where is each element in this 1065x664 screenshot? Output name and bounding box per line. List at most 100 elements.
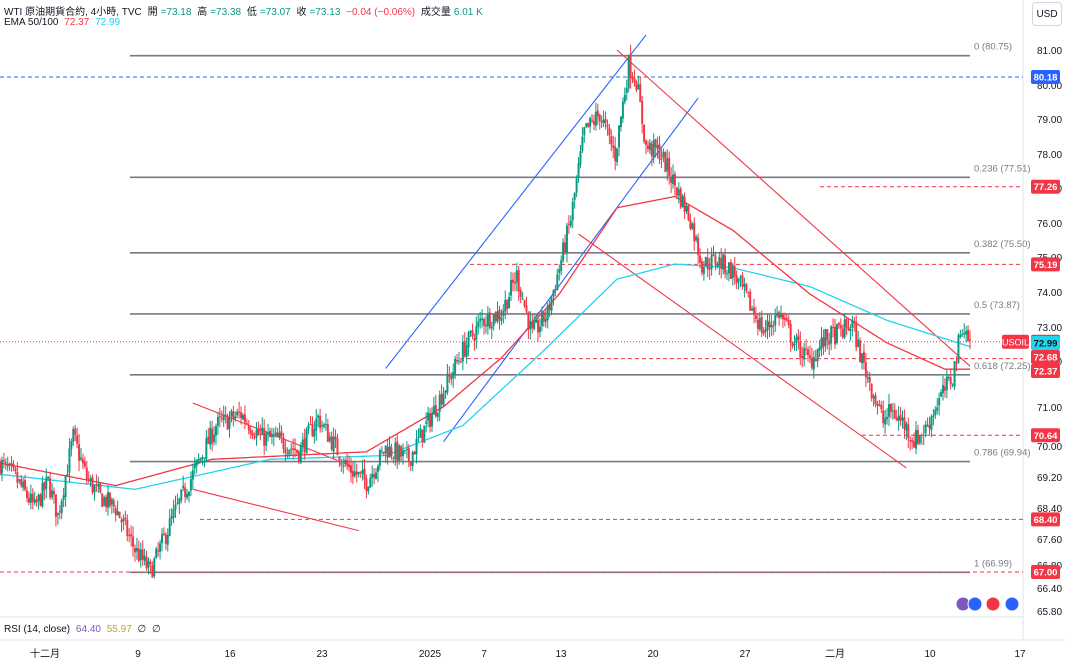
- ema100-value: 72.99: [95, 17, 121, 28]
- candle-body: [774, 315, 777, 326]
- candle-body: [828, 340, 831, 345]
- ema-legend[interactable]: EMA 50/100 72.37 72.99: [4, 17, 123, 28]
- candle-body: [469, 331, 472, 333]
- candle-body: [105, 496, 108, 508]
- candle-body: [515, 270, 518, 283]
- candle-body: [454, 358, 457, 374]
- rsi-legend[interactable]: RSI (14, close) 64.40 55.97 ∅ ∅: [4, 624, 164, 635]
- candle-body: [184, 487, 187, 498]
- candle-body: [344, 459, 347, 465]
- candle-body: [280, 431, 283, 437]
- candle-body: [450, 375, 453, 380]
- candle-body: [558, 269, 561, 274]
- y-tick-label: 66.40: [1037, 584, 1062, 595]
- currency-button[interactable]: USD: [1032, 2, 1062, 26]
- candle-body: [361, 469, 364, 474]
- candle-body: [332, 437, 335, 452]
- candle-body: [415, 438, 418, 455]
- candle-body: [101, 493, 104, 507]
- rsi-extra-1: ∅: [137, 624, 147, 635]
- candle-body: [936, 407, 939, 411]
- candle-body: [930, 416, 933, 430]
- candle-body: [33, 499, 36, 503]
- flag-icon[interactable]: [1004, 596, 1020, 612]
- candle-body: [924, 424, 927, 434]
- candle-body: [743, 284, 746, 288]
- flag-icon[interactable]: [985, 596, 1001, 612]
- candle-body: [155, 548, 158, 558]
- candle-body: [712, 254, 715, 256]
- symbol-title[interactable]: WTI 原油期貨合約, 4小時, TVC: [4, 7, 142, 18]
- candle-body: [423, 425, 426, 443]
- candle-body: [297, 451, 300, 462]
- candle-body: [247, 424, 250, 431]
- candle-body: [465, 345, 468, 357]
- candle-body: [74, 428, 77, 435]
- candle-body: [606, 124, 609, 127]
- candle-body: [729, 261, 732, 279]
- candle-body: [338, 456, 341, 462]
- candle-body: [874, 395, 877, 405]
- candle-body: [506, 299, 509, 310]
- candle-body: [305, 428, 308, 454]
- y-tick-label: 81.00: [1037, 46, 1062, 57]
- candle-body: [93, 485, 96, 493]
- candle-body: [207, 436, 210, 444]
- candle-body: [384, 445, 387, 454]
- fib-level-label: 0 (80.75): [974, 42, 1012, 53]
- candle-body: [693, 222, 696, 242]
- candle-body: [274, 432, 277, 435]
- candle-body: [951, 384, 954, 386]
- candle-body: [621, 101, 624, 119]
- candle-body: [907, 424, 910, 439]
- candle-body: [687, 205, 690, 221]
- candle-body: [633, 77, 636, 83]
- candle-body: [745, 283, 748, 292]
- candle-body: [889, 403, 892, 412]
- candle-body: [355, 471, 358, 475]
- candle-body: [342, 465, 345, 467]
- candle-body: [710, 254, 713, 269]
- candle-body: [818, 347, 821, 351]
- candle-body: [328, 436, 331, 441]
- candle-body: [209, 427, 212, 445]
- y-tick-label: 65.80: [1037, 607, 1062, 618]
- flag-icon[interactable]: [967, 596, 983, 612]
- price-label-text: 68.40: [1034, 515, 1058, 526]
- candle-body: [95, 483, 98, 485]
- candle-body: [317, 415, 320, 418]
- candle-body: [567, 223, 570, 225]
- candle-body: [411, 451, 414, 466]
- price-label-text: 80.18: [1034, 73, 1058, 84]
- candle-body: [349, 465, 352, 473]
- candle-body: [330, 436, 333, 450]
- candle-body: [589, 117, 592, 127]
- candle-body: [920, 434, 923, 436]
- candle-body: [334, 436, 337, 440]
- candle-body: [550, 297, 553, 311]
- candle-body: [922, 434, 925, 436]
- ema50-line: [0, 195, 970, 487]
- candle-body: [843, 319, 846, 338]
- price-label-box: [1031, 70, 1060, 85]
- candle-body: [452, 372, 455, 378]
- candle-body: [535, 319, 538, 323]
- candle-body: [706, 257, 709, 270]
- candle-body: [47, 476, 50, 479]
- candle-body: [263, 428, 266, 446]
- candle-body: [249, 429, 252, 434]
- candle-body: [562, 242, 565, 261]
- candle-body: [309, 424, 312, 426]
- candle-body: [664, 152, 667, 173]
- candle-body: [841, 328, 844, 338]
- candle-body: [878, 404, 881, 407]
- candle-body: [267, 432, 270, 435]
- candle-body: [4, 462, 7, 464]
- x-tick-label: 27: [739, 649, 751, 660]
- candle-body: [591, 119, 594, 121]
- candle-body: [731, 265, 734, 279]
- candle-body: [124, 517, 127, 520]
- candle-body: [371, 473, 374, 479]
- x-tick-label: 7: [481, 649, 487, 660]
